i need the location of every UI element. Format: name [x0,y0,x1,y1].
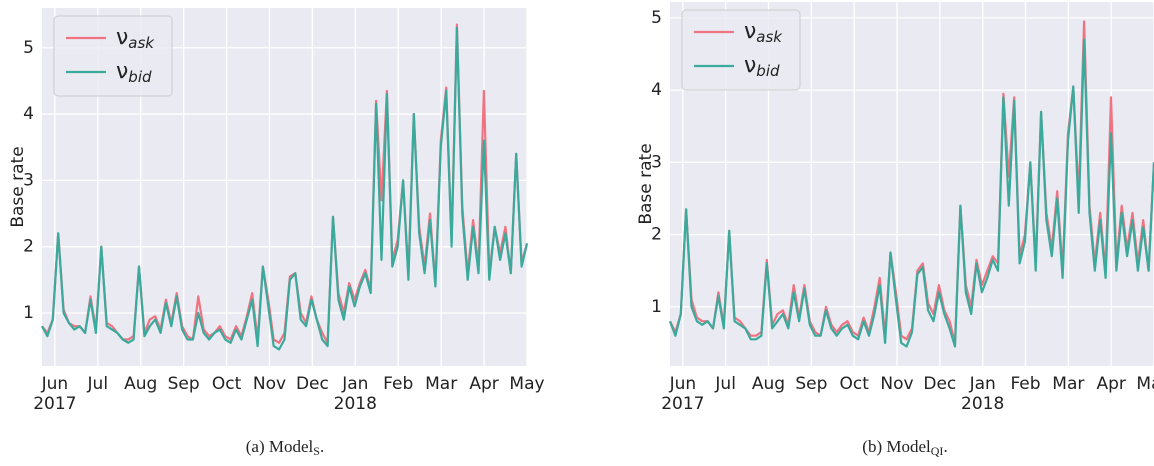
legend-box [681,9,801,91]
legend-label: νask [116,25,155,52]
x-tick-label: Jan [341,374,368,394]
x-tick-label: Apr [469,374,498,394]
legend-subscript: bid [756,62,780,80]
y-tick-label: 1 [651,297,662,317]
x-tick-label: Feb [383,374,413,394]
caption: (b) ModelQI. [862,437,947,458]
x-tick-label: Oct [212,374,242,394]
x-tick-label: May [509,374,544,394]
legend-symbol: ν [116,25,128,50]
x-tick-label: Sep [168,374,200,394]
legend-label: νask [744,19,783,46]
x-tick-label: Jun [669,374,697,394]
x-tick-label: Dec [923,374,956,394]
caption-text: (a) Model [246,437,314,456]
caption-subscript: QI [931,444,944,458]
legend-label: νbid [116,59,152,86]
line-bid [668,38,1154,348]
line-bid [41,26,529,351]
legend-symbol: ν [116,59,128,84]
legend-label: νbid [744,53,780,80]
caption-text: (b) Model [862,437,931,456]
y-tick-label: 3 [23,170,34,190]
y-tick-label: 5 [651,8,662,28]
x-tick-label: Oct [839,374,869,394]
x-tick-label: Jul [87,374,109,394]
legend-subscript: ask [128,34,155,52]
x-tick-label: Jun [41,374,69,394]
year-label: 2018 [334,394,377,414]
x-tick-label: Dec [296,374,329,394]
x-tick-label: Aug [752,374,785,394]
caption-end: . [320,437,324,456]
caption-subscript: S [313,444,320,458]
legend-symbol: ν [744,53,756,78]
y-tick-label: 4 [651,80,662,100]
y-axis-label: Base rate [8,146,28,227]
x-tick-label: Nov [880,374,913,394]
x-tick-label: Aug [124,374,157,394]
x-tick-label: Jan [969,374,996,394]
x-tick-label: Nov [253,374,286,394]
year-label: 2018 [961,394,1004,414]
x-tick-label: Feb [1010,374,1040,394]
x-tick-label: Mar [1052,374,1084,394]
y-axis-label: Base rate [636,143,656,224]
y-tick-label: 5 [23,38,34,58]
year-label: 2017 [33,394,76,414]
y-tick-label: 2 [23,237,34,257]
legend-box [53,15,173,97]
y-tick-label: 4 [23,104,34,124]
x-tick-label: May [1136,374,1154,394]
y-tick-label: 1 [23,303,34,323]
year-label: 2017 [661,394,704,414]
legend-subscript: bid [128,68,152,86]
caption-end: . [943,437,947,456]
y-tick-label: 2 [651,225,662,245]
x-tick-label: Sep [795,374,827,394]
caption: (a) ModelS. [246,437,324,458]
x-tick-label: Apr [1096,374,1125,394]
y-tick-label: 3 [651,152,662,172]
x-tick-label: Jul [714,374,736,394]
x-tick-label: Mar [425,374,457,394]
legend-subscript: ask [756,28,783,46]
legend-symbol: ν [744,19,756,44]
